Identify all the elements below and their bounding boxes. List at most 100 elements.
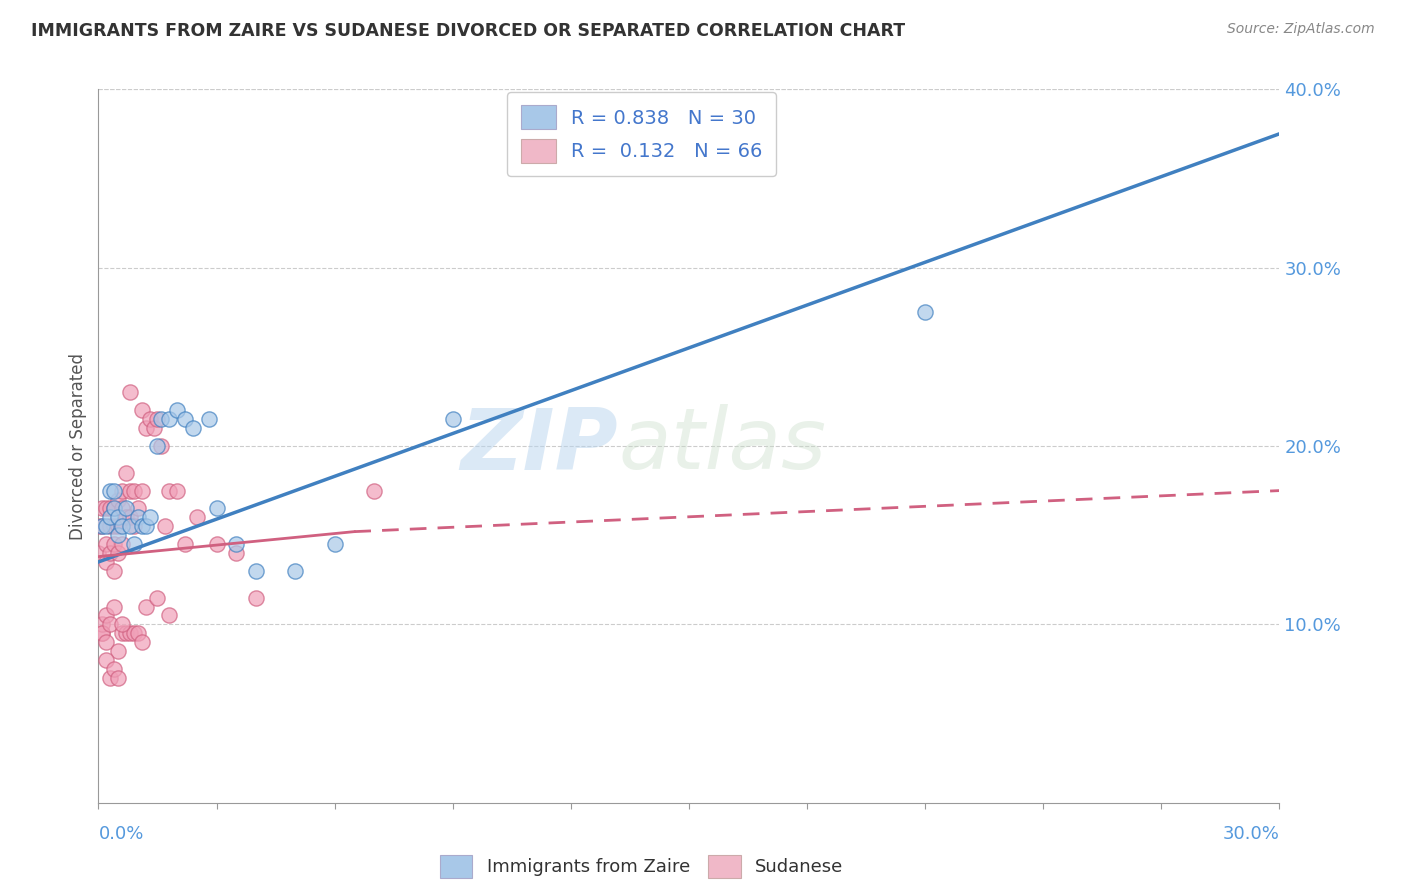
Point xyxy=(96,519,118,533)
Point xyxy=(111,483,134,498)
Text: Source: ZipAtlas.com: Source: ZipAtlas.com xyxy=(1227,22,1375,37)
Point xyxy=(166,483,188,498)
Point xyxy=(103,519,125,533)
Point xyxy=(146,439,169,453)
Point xyxy=(284,564,307,578)
Point xyxy=(441,412,464,426)
Point xyxy=(155,519,177,533)
Point xyxy=(91,626,114,640)
Point xyxy=(91,617,114,632)
Point xyxy=(91,519,114,533)
Point xyxy=(107,671,129,685)
Point xyxy=(146,412,169,426)
Point xyxy=(131,483,153,498)
Point xyxy=(98,671,121,685)
Point xyxy=(96,653,118,667)
Point xyxy=(98,519,121,533)
Point xyxy=(914,305,936,319)
Point xyxy=(87,519,110,533)
Point xyxy=(157,483,180,498)
Point xyxy=(96,537,118,551)
Point xyxy=(103,599,125,614)
Point xyxy=(111,626,134,640)
Point xyxy=(96,501,118,516)
Point xyxy=(96,608,118,623)
Point xyxy=(107,546,129,560)
Point xyxy=(107,519,129,533)
Point xyxy=(103,483,125,498)
Point xyxy=(91,501,114,516)
Point xyxy=(174,412,197,426)
Point xyxy=(127,501,149,516)
Point xyxy=(107,492,129,507)
Point xyxy=(205,537,228,551)
Point xyxy=(138,412,160,426)
Point xyxy=(197,412,219,426)
Point xyxy=(118,510,141,524)
Point xyxy=(118,519,141,533)
Point xyxy=(142,421,165,435)
Point xyxy=(157,412,180,426)
Point xyxy=(363,483,385,498)
Point xyxy=(96,555,118,569)
Point xyxy=(150,412,173,426)
Point xyxy=(131,519,153,533)
Point xyxy=(103,501,125,516)
Point xyxy=(115,626,138,640)
Y-axis label: Divorced or Separated: Divorced or Separated xyxy=(69,352,87,540)
Point xyxy=(122,626,145,640)
Point xyxy=(91,519,114,533)
Point xyxy=(127,510,149,524)
Point xyxy=(122,483,145,498)
Point xyxy=(166,403,188,417)
Point xyxy=(122,537,145,551)
Point xyxy=(103,662,125,676)
Text: 0.0%: 0.0% xyxy=(98,825,143,843)
Point xyxy=(103,564,125,578)
Point xyxy=(131,403,153,417)
Point xyxy=(174,537,197,551)
Text: IMMIGRANTS FROM ZAIRE VS SUDANESE DIVORCED OR SEPARATED CORRELATION CHART: IMMIGRANTS FROM ZAIRE VS SUDANESE DIVORC… xyxy=(31,22,905,40)
Point xyxy=(111,519,134,533)
Point xyxy=(98,510,121,524)
Point xyxy=(157,608,180,623)
Point xyxy=(107,510,129,524)
Point xyxy=(135,599,157,614)
Point xyxy=(118,483,141,498)
Text: 30.0%: 30.0% xyxy=(1223,825,1279,843)
Point xyxy=(96,635,118,649)
Point xyxy=(98,483,121,498)
Point xyxy=(111,617,134,632)
Point xyxy=(135,519,157,533)
Point xyxy=(135,421,157,435)
Point xyxy=(323,537,346,551)
Point xyxy=(107,644,129,658)
Point xyxy=(150,439,173,453)
Point xyxy=(111,501,134,516)
Point xyxy=(118,626,141,640)
Point xyxy=(103,537,125,551)
Point xyxy=(181,421,204,435)
Legend: Immigrants from Zaire, Sudanese: Immigrants from Zaire, Sudanese xyxy=(432,847,852,887)
Point xyxy=(115,510,138,524)
Point xyxy=(131,635,153,649)
Point xyxy=(146,591,169,605)
Text: atlas: atlas xyxy=(619,404,827,488)
Point xyxy=(118,385,141,400)
Point xyxy=(245,591,267,605)
Point xyxy=(87,546,110,560)
Point xyxy=(205,501,228,516)
Point xyxy=(98,501,121,516)
Point xyxy=(225,537,247,551)
Point xyxy=(103,501,125,516)
Point xyxy=(98,617,121,632)
Point xyxy=(122,519,145,533)
Point xyxy=(127,626,149,640)
Point xyxy=(115,466,138,480)
Point xyxy=(98,546,121,560)
Point xyxy=(225,546,247,560)
Point xyxy=(115,501,138,516)
Point xyxy=(245,564,267,578)
Point xyxy=(91,626,114,640)
Point xyxy=(138,510,160,524)
